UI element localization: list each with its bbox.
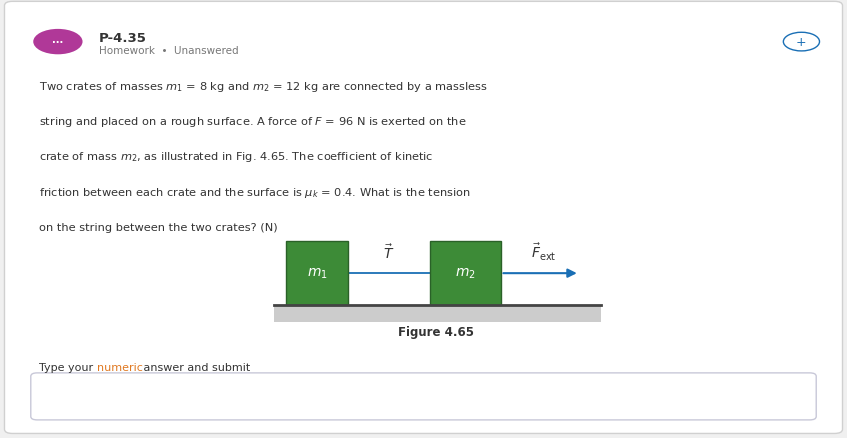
Bar	[286, 242, 347, 305]
Text: $\vec{F}_{\mathrm{ext}}$: $\vec{F}_{\mathrm{ext}}$	[531, 242, 556, 263]
Text: Figure 4.65: Figure 4.65	[398, 325, 473, 339]
Bar	[430, 242, 501, 305]
Circle shape	[33, 30, 82, 55]
Text: numeric: numeric	[97, 362, 143, 372]
Text: string and placed on a rough surface. A force of $F$ = 96 N is exerted on the: string and placed on a rough surface. A …	[39, 115, 467, 129]
Text: $m_2$: $m_2$	[455, 266, 476, 281]
Text: P-4.35: P-4.35	[99, 32, 147, 45]
Text: answer and submit: answer and submit	[140, 362, 251, 372]
Text: Type your: Type your	[39, 362, 97, 372]
Text: Two crates of masses $m_1$ = 8 kg and $m_2$ = 12 kg are connected by a massless: Two crates of masses $m_1$ = 8 kg and $m…	[39, 80, 488, 94]
Text: crate of mass $m_2$, as illustrated in Fig. 4.65. The coefficient of kinetic: crate of mass $m_2$, as illustrated in F…	[39, 150, 434, 164]
Text: ···: ···	[53, 38, 64, 47]
Text: +: +	[796, 36, 806, 49]
FancyBboxPatch shape	[30, 373, 817, 420]
Text: $m_1$: $m_1$	[307, 266, 327, 281]
Text: Homework  •  Unanswered: Homework • Unanswered	[99, 46, 239, 56]
Text: $\vec{T}$: $\vec{T}$	[383, 243, 395, 261]
FancyBboxPatch shape	[4, 2, 843, 434]
Text: friction between each crate and the surface is $\mu_k$ = 0.4. What is the tensio: friction between each crate and the surf…	[39, 185, 471, 199]
Circle shape	[783, 33, 820, 52]
Text: on the string between the two crates? (N): on the string between the two crates? (N…	[39, 222, 278, 232]
Bar	[274, 305, 601, 322]
